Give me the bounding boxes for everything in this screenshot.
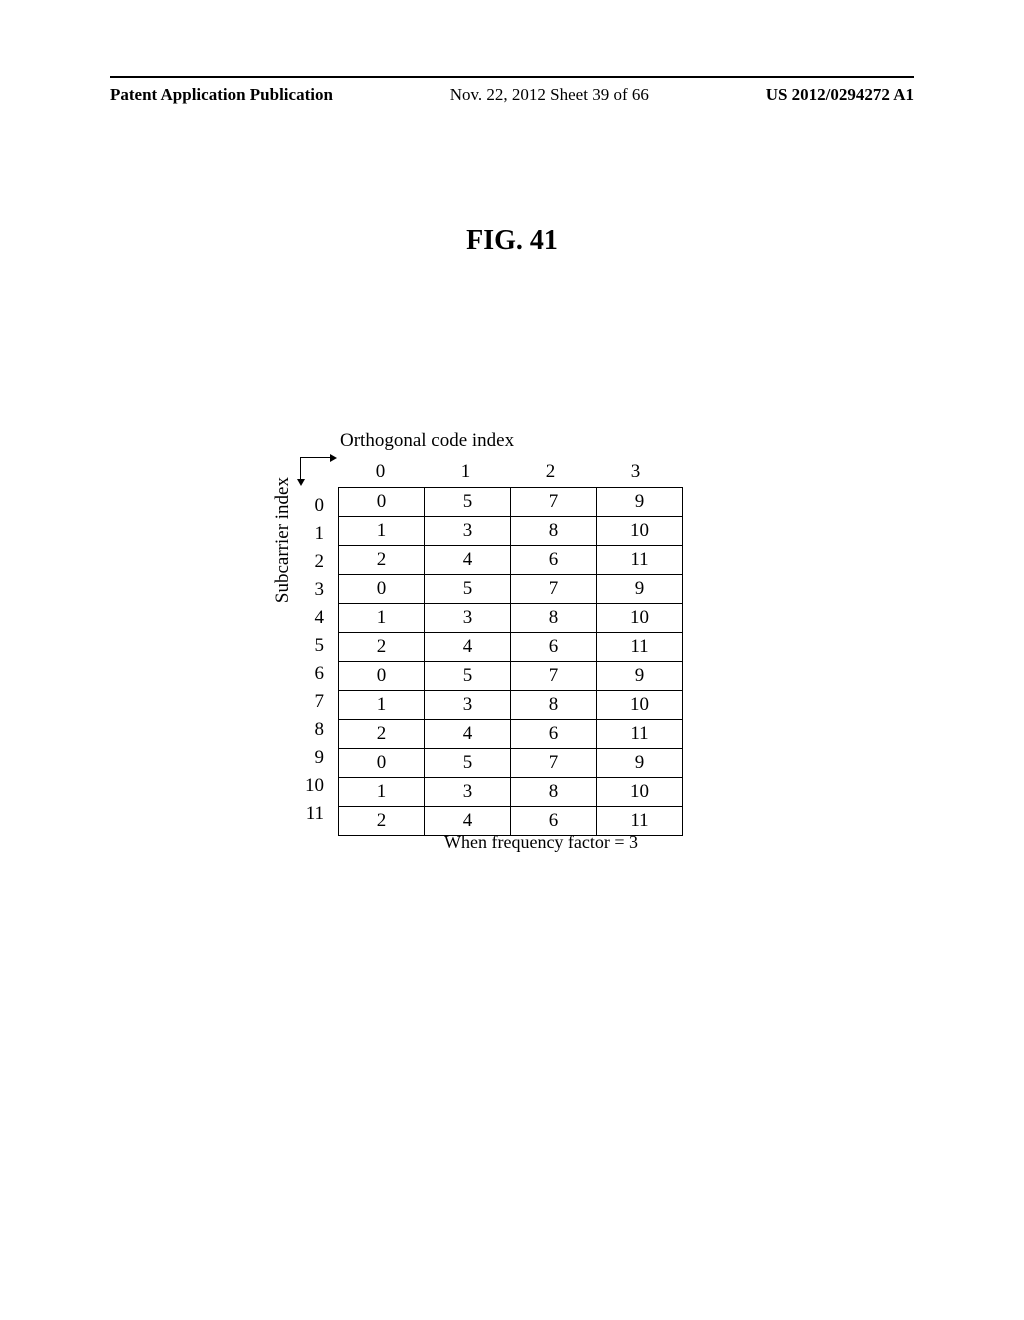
table-row: 13810	[339, 778, 683, 807]
cell: 10	[597, 604, 683, 633]
row-header: 1	[300, 520, 324, 548]
axis-arrow-icon	[300, 457, 331, 480]
grid-wrap: 0 1 2 3 0579 13810 24611 0579 13810 2461…	[338, 457, 683, 836]
table-area: Subcarrier index 0 1 2 3 4 5 6 7 8 9 10 …	[272, 457, 683, 836]
cell: 4	[425, 720, 511, 749]
cell: 2	[339, 720, 425, 749]
header-right: US 2012/0294272 A1	[766, 85, 914, 105]
cell: 11	[597, 633, 683, 662]
cell: 9	[597, 749, 683, 778]
figure-title: FIG. 41	[0, 225, 1024, 257]
cell: 6	[511, 546, 597, 575]
cell: 10	[597, 517, 683, 546]
row-header: 11	[300, 800, 324, 828]
cell: 3	[425, 517, 511, 546]
row-headers: 0 1 2 3 4 5 6 7 8 9 10 11	[300, 492, 324, 828]
cell: 0	[339, 488, 425, 517]
row-header: 5	[300, 632, 324, 660]
cell: 7	[511, 662, 597, 691]
cell: 6	[511, 720, 597, 749]
cell: 3	[425, 778, 511, 807]
cell: 9	[597, 488, 683, 517]
header-left: Patent Application Publication	[110, 85, 333, 105]
table-row: 13810	[339, 517, 683, 546]
cell: 6	[511, 633, 597, 662]
cell: 10	[597, 691, 683, 720]
cell: 7	[511, 749, 597, 778]
arrow-right-icon	[330, 454, 337, 462]
table-row: 24611	[339, 546, 683, 575]
subcarrier-index-label: Subcarrier index	[272, 477, 294, 603]
cell: 0	[339, 749, 425, 778]
cell: 1	[339, 517, 425, 546]
row-header: 9	[300, 744, 324, 772]
cell: 11	[597, 720, 683, 749]
cell: 5	[425, 575, 511, 604]
table-row: 0579	[339, 662, 683, 691]
column-headers: 0 1 2 3	[338, 457, 683, 487]
row-header: 6	[300, 660, 324, 688]
cell: 5	[425, 488, 511, 517]
cell: 3	[425, 691, 511, 720]
col-header: 3	[593, 457, 678, 487]
orthogonal-code-label: Orthogonal code index	[340, 430, 683, 452]
cell: 2	[339, 633, 425, 662]
cell: 0	[339, 662, 425, 691]
table-row: 13810	[339, 604, 683, 633]
cell: 8	[511, 604, 597, 633]
cell: 2	[339, 546, 425, 575]
cell: 0	[339, 575, 425, 604]
row-header: 0	[300, 492, 324, 520]
col-header: 0	[338, 457, 423, 487]
cell: 7	[511, 488, 597, 517]
cell: 5	[425, 662, 511, 691]
header-rule	[110, 76, 914, 78]
cell: 8	[511, 778, 597, 807]
cell: 1	[339, 778, 425, 807]
cell: 4	[425, 546, 511, 575]
row-header: 10	[300, 772, 324, 800]
row-header: 8	[300, 716, 324, 744]
row-header: 4	[300, 604, 324, 632]
cell: 1	[339, 691, 425, 720]
figure-content: Orthogonal code index Subcarrier index 0…	[272, 430, 683, 836]
table-row: 13810	[339, 691, 683, 720]
cell: 11	[597, 546, 683, 575]
cell: 2	[339, 807, 425, 836]
table-row: 0579	[339, 488, 683, 517]
header-center: Nov. 22, 2012 Sheet 39 of 66	[450, 85, 649, 105]
table-row: 24611	[339, 633, 683, 662]
table-row: 24611	[339, 720, 683, 749]
cell: 4	[425, 633, 511, 662]
figure-caption: When frequency factor = 3	[444, 832, 638, 853]
table-row: 0579	[339, 749, 683, 778]
cell: 5	[425, 749, 511, 778]
cell: 1	[339, 604, 425, 633]
cell: 3	[425, 604, 511, 633]
cell: 7	[511, 575, 597, 604]
cell: 10	[597, 778, 683, 807]
data-grid: 0579 13810 24611 0579 13810 24611 0579 1…	[338, 487, 683, 836]
row-header: 2	[300, 548, 324, 576]
col-header: 2	[508, 457, 593, 487]
cell: 9	[597, 575, 683, 604]
arrow-down-icon	[297, 479, 305, 486]
cell: 8	[511, 691, 597, 720]
table-row: 0579	[339, 575, 683, 604]
col-header: 1	[423, 457, 508, 487]
page-header: Patent Application Publication Nov. 22, …	[110, 85, 914, 105]
cell: 8	[511, 517, 597, 546]
row-header: 7	[300, 688, 324, 716]
row-header: 3	[300, 576, 324, 604]
cell: 9	[597, 662, 683, 691]
arrow-and-rows: 0 1 2 3 4 5 6 7 8 9 10 11	[300, 457, 338, 828]
